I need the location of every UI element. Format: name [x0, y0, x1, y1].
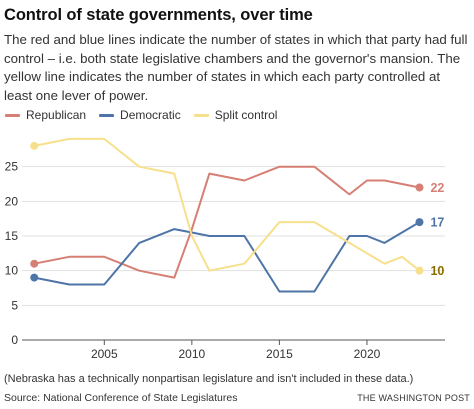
x-tick-label-2010: 2010 — [179, 347, 206, 361]
publisher-credit: THE WASHINGTON POST — [357, 393, 470, 403]
legend-swatch-democratic — [99, 113, 115, 117]
legend-label-republican: Republican — [26, 108, 87, 122]
legend: Republican Democratic Split control — [5, 108, 290, 122]
series-end-point-split — [415, 266, 424, 275]
y-tick-label-20: 20 — [5, 194, 19, 208]
chart-note: (Nebraska has a technically nonpartisan … — [4, 373, 414, 385]
series-line-democratic — [33, 221, 421, 293]
legend-label-split: Split control — [214, 108, 278, 122]
x-tick-label-2015: 2015 — [266, 347, 293, 361]
legend-item-republican: Republican — [5, 108, 86, 122]
chart-source: Source: National Conference of State Leg… — [4, 392, 238, 404]
legend-item-split: Split control — [193, 108, 278, 122]
series-start-point-republican — [30, 259, 39, 268]
series-line-split — [33, 137, 421, 272]
y-tick-label-0: 0 — [11, 333, 18, 347]
series-end-label-republican: 22 — [430, 181, 444, 195]
series-start-point-split — [30, 141, 39, 150]
legend-swatch-republican — [5, 113, 20, 117]
x-tick-label-2020: 2020 — [354, 347, 381, 361]
y-tick-label-15: 15 — [5, 229, 19, 243]
chart-title: Control of state governments, over time — [4, 6, 313, 24]
y-tick-label-5: 5 — [11, 298, 18, 312]
y-tick-label-10: 10 — [5, 264, 19, 278]
legend-label-democratic: Democratic — [120, 108, 181, 122]
chart-subtitle: The red and blue lines indicate the numb… — [4, 32, 468, 103]
series-start-point-democratic — [30, 273, 39, 282]
series-line-republican — [33, 165, 421, 279]
series-end-label-democratic: 17 — [430, 216, 444, 230]
legend-item-democratic: Democratic — [99, 108, 181, 122]
x-tick-label-2005: 2005 — [91, 347, 118, 361]
series-end-label-split: 10 — [430, 264, 444, 278]
series-end-point-republican — [415, 183, 424, 192]
series-end-point-democratic — [415, 218, 424, 227]
legend-swatch-split — [193, 113, 209, 117]
y-tick-label-25: 25 — [5, 160, 19, 174]
